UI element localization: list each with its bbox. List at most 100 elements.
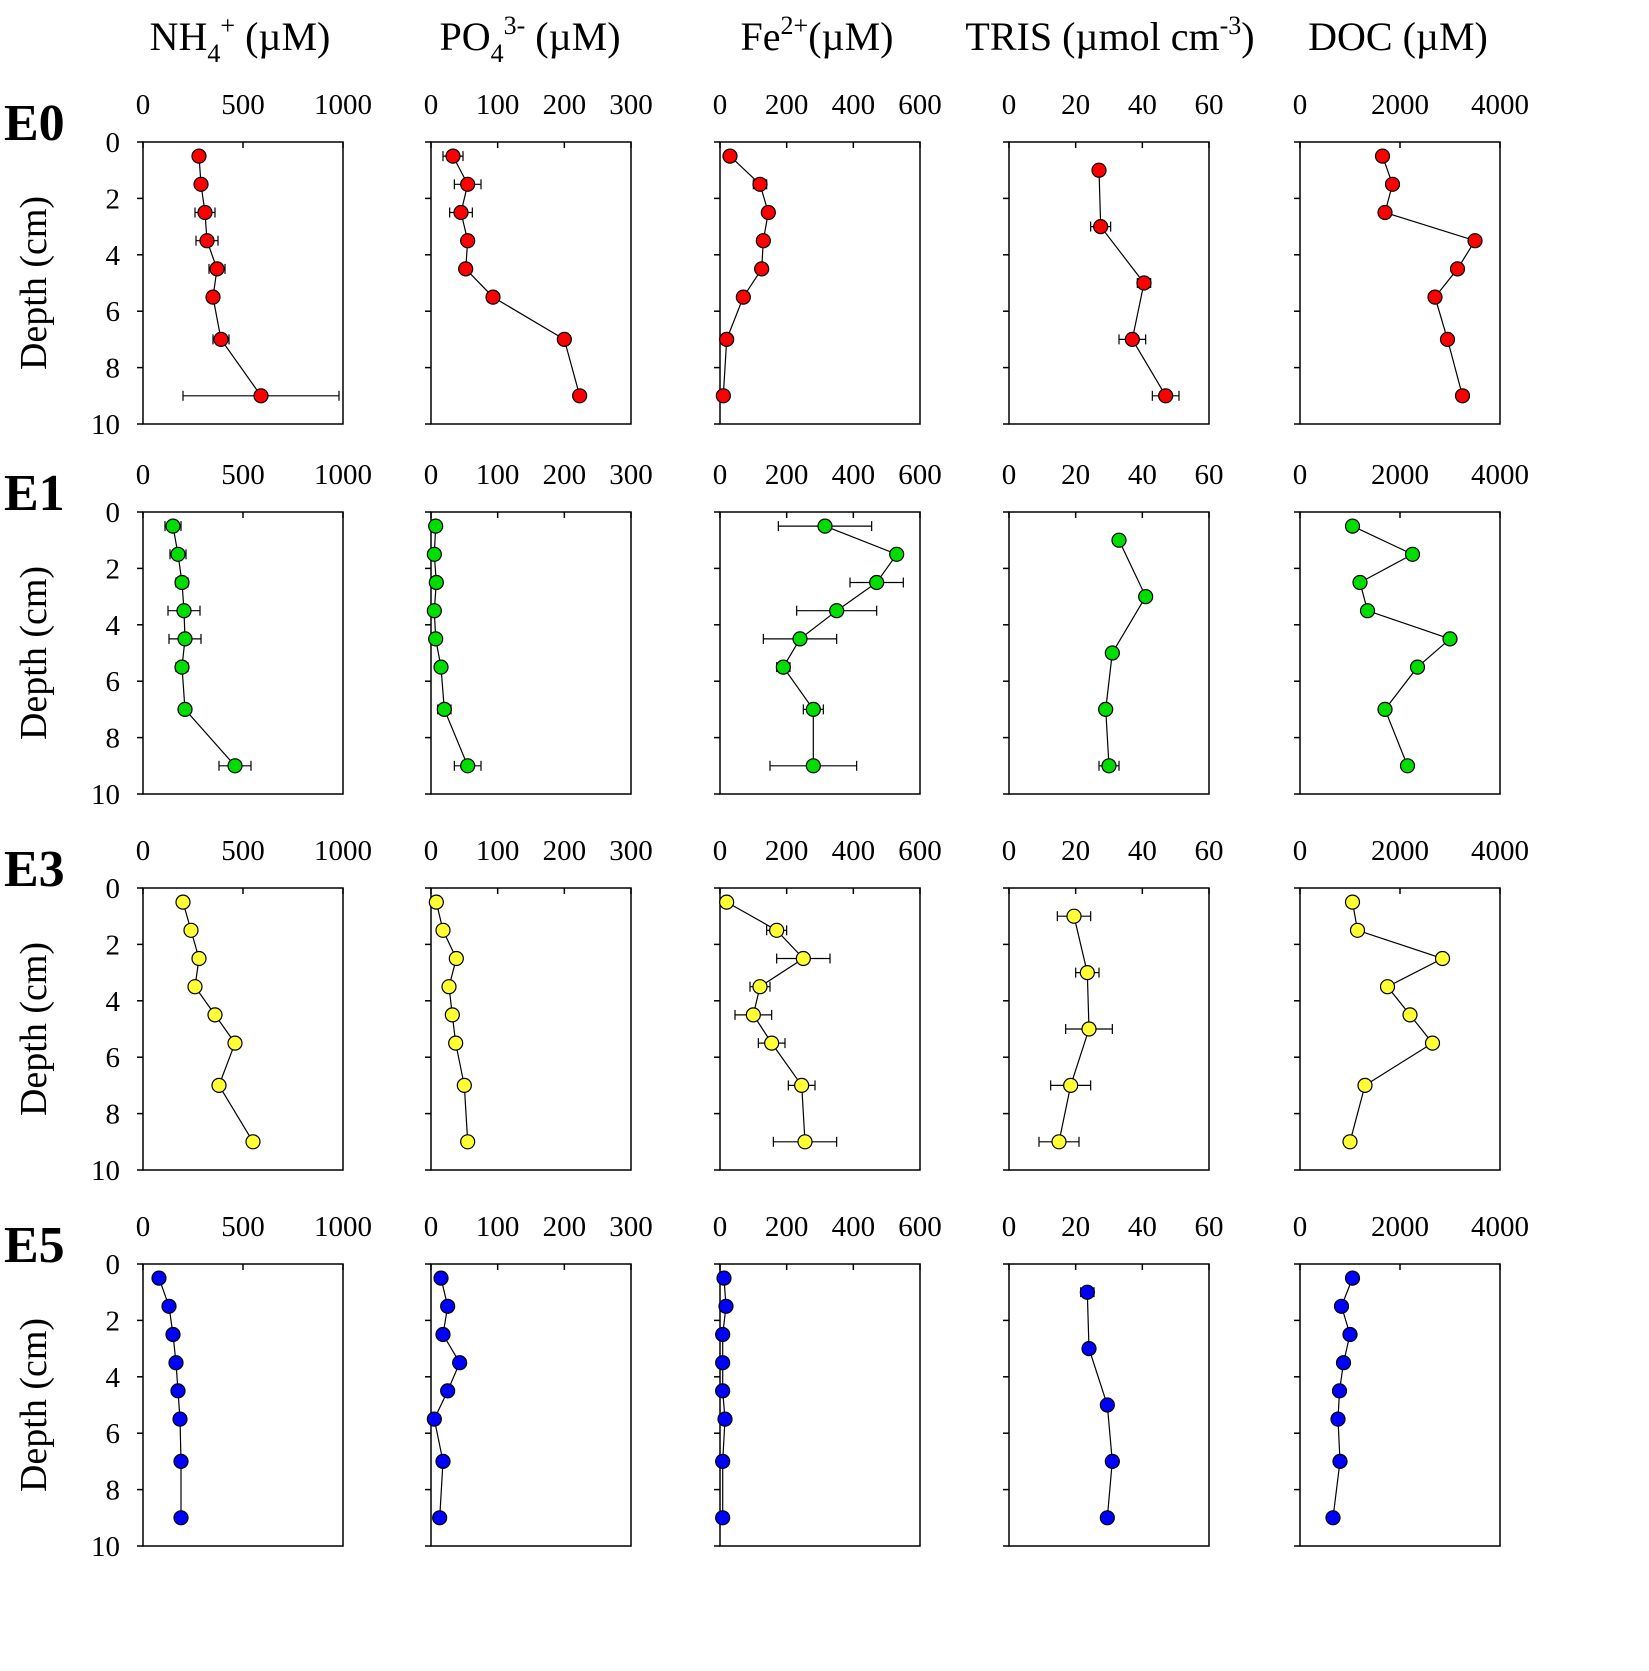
x-tick-label: 40 — [1128, 89, 1157, 121]
x-tick-label: 0 — [424, 835, 439, 867]
data-point — [428, 518, 444, 534]
y-tick-label: 8 — [106, 723, 121, 755]
x-tick-label: 100 — [476, 459, 520, 491]
data-point — [869, 574, 885, 591]
x-tick-label: 200 — [543, 459, 587, 491]
data-point — [715, 1510, 731, 1526]
data-point — [426, 1411, 442, 1427]
y-tick-label: 0 — [106, 1249, 121, 1281]
data-point — [1349, 922, 1366, 938]
y-tick-label: 8 — [106, 353, 121, 385]
plot-frame — [1008, 141, 1210, 425]
x-tick-label: 200 — [543, 1211, 587, 1243]
data-point — [1424, 1035, 1441, 1051]
data-point — [197, 204, 213, 221]
data-point — [191, 148, 207, 164]
data-point — [1330, 1411, 1346, 1427]
x-tick-label: 600 — [898, 89, 942, 121]
x-tick-label: 0 — [1293, 835, 1308, 867]
x-tick-label: 40 — [1128, 835, 1157, 867]
data-point — [715, 1355, 731, 1371]
data-point — [1081, 1021, 1097, 1037]
x-tick-label: 60 — [1195, 1211, 1224, 1243]
data-point — [433, 659, 449, 675]
data-point — [191, 950, 207, 967]
x-tick-label: 500 — [221, 835, 265, 867]
y-axis-title: Depth (cm) — [13, 1318, 55, 1492]
x-tick-label: 1000 — [314, 459, 372, 491]
x-tick-label: 2000 — [1371, 835, 1429, 867]
x-tick-label: 0 — [1293, 459, 1308, 491]
x-tick-label: 0 — [1002, 1211, 1017, 1243]
data-point — [1359, 603, 1376, 619]
data-point — [1138, 588, 1154, 605]
x-tick-label: 0 — [424, 89, 439, 121]
data-point — [1079, 1284, 1095, 1300]
column-title-nh4: NH4+ (µM) — [150, 11, 331, 68]
x-tick-label: 2000 — [1371, 1211, 1429, 1243]
row-label-e0: E0 — [4, 95, 65, 152]
data-point — [428, 894, 444, 910]
data-point — [193, 176, 209, 192]
data-point — [1377, 701, 1393, 718]
data-point — [745, 1007, 761, 1023]
data-point — [1399, 758, 1416, 774]
data-point — [1352, 574, 1368, 591]
data-point — [440, 1298, 456, 1314]
panel-e1-doc: 0 2000 4000 — [1293, 459, 1529, 795]
plot-frame — [430, 141, 632, 425]
y-tick-label: 2 — [106, 1305, 121, 1337]
x-tick-label: 500 — [221, 89, 265, 121]
x-tick-label: 0 — [713, 89, 728, 121]
x-tick-label: 500 — [221, 1211, 265, 1243]
x-tick-label: 0 — [1002, 89, 1017, 121]
data-point — [177, 631, 193, 647]
y-tick-label: 8 — [106, 1099, 121, 1131]
plot-frame — [719, 1263, 921, 1547]
x-tick-label: 0 — [136, 459, 151, 491]
data-point — [1325, 1510, 1341, 1526]
data-point — [715, 388, 731, 404]
series-line — [1381, 155, 1476, 396]
data-point — [426, 603, 442, 619]
x-tick-label: 60 — [1195, 89, 1224, 121]
data-point — [187, 979, 203, 995]
x-tick-label: 200 — [543, 89, 587, 121]
y-tick-label: 2 — [106, 183, 121, 215]
data-point — [1136, 275, 1152, 291]
data-point — [165, 1326, 181, 1343]
data-point — [715, 1383, 731, 1399]
data-point — [460, 176, 476, 192]
panel-e3-fe: 0 200 400 600 — [713, 835, 942, 1171]
data-point — [752, 979, 768, 995]
panel-e5-fe: 0 200 400 600 — [713, 1211, 942, 1547]
data-point — [170, 1383, 186, 1399]
x-tick-label: 600 — [898, 835, 942, 867]
data-point — [453, 204, 469, 221]
data-point — [460, 1134, 476, 1150]
plot-frame — [1008, 511, 1210, 795]
plot-frame — [142, 887, 344, 1171]
panel-e0-doc: 0 2000 4000 — [1293, 89, 1529, 425]
data-point — [209, 261, 225, 277]
x-tick-label: 400 — [832, 459, 876, 491]
data-point — [168, 1355, 184, 1371]
data-point — [1342, 1134, 1358, 1150]
data-point — [227, 1035, 243, 1051]
data-point — [183, 922, 199, 938]
data-point — [1357, 1077, 1373, 1094]
x-tick-label: 300 — [609, 89, 653, 121]
data-point — [435, 922, 451, 938]
data-point — [572, 388, 588, 404]
x-tick-label: 4000 — [1471, 1211, 1529, 1243]
x-tick-label: 200 — [765, 835, 809, 867]
x-tick-label: 0 — [713, 835, 728, 867]
x-tick-label: 500 — [221, 459, 265, 491]
x-tick-label: 0 — [1002, 459, 1017, 491]
data-point — [1079, 964, 1095, 981]
panel-e0-tris: 0 20 40 60 — [1002, 89, 1224, 425]
x-tick-label: 0 — [1002, 835, 1017, 867]
plot-frame — [1008, 887, 1210, 1171]
